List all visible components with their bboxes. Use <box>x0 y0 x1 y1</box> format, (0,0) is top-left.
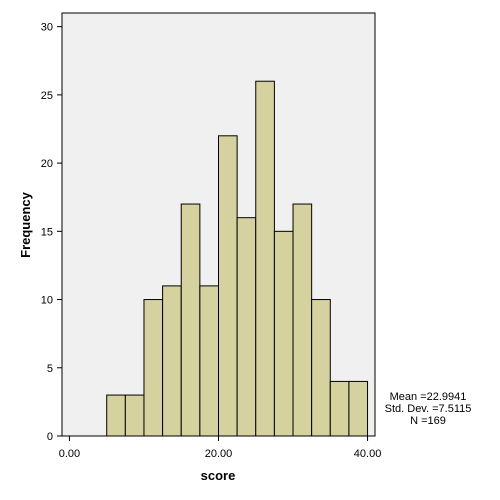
histogram-bar <box>180 203 201 437</box>
histogram-bar <box>124 394 145 437</box>
bars-group <box>106 80 369 437</box>
histogram-bar <box>199 285 220 437</box>
stat-mean: Mean =22.9941 <box>389 391 467 403</box>
histogram-bar <box>236 217 257 437</box>
histogram-bar <box>218 135 238 437</box>
x-tick-label: 20.00 <box>205 448 233 460</box>
y-tick-label: 30 <box>41 22 53 34</box>
stat-n: N =169 <box>410 415 446 427</box>
y-tick-label: 15 <box>41 226 53 238</box>
stat-std-dev: Std. Dev. =7.5115 <box>384 403 472 415</box>
y-axis-title: Frequency <box>18 191 33 258</box>
histogram-bar <box>106 394 126 437</box>
histogram-bar <box>273 230 294 437</box>
histogram-bar <box>162 285 182 437</box>
x-tick-label: 40.00 <box>354 448 382 460</box>
y-tick-label: 5 <box>47 363 53 375</box>
y-tick-label: 20 <box>41 158 53 170</box>
x-axis: 0.00 20.00 40.00 <box>59 436 382 460</box>
y-tick-label: 0 <box>47 431 53 443</box>
x-axis-title: score <box>201 468 236 483</box>
y-tick-label: 10 <box>41 295 53 307</box>
histogram-bar <box>255 80 275 437</box>
summary-statistics: Mean =22.9941 Std. Dev. =7.5115 N =169 <box>372 391 484 427</box>
histogram-bar <box>311 299 331 437</box>
y-tick-label: 25 <box>41 90 53 102</box>
x-tick-label: 0.00 <box>59 448 80 460</box>
histogram-bar <box>348 380 369 437</box>
histogram-bar <box>292 203 313 437</box>
y-axis: 0 5 10 15 20 25 30 <box>41 22 62 443</box>
histogram-bar <box>329 380 350 437</box>
histogram-bar <box>143 299 164 437</box>
